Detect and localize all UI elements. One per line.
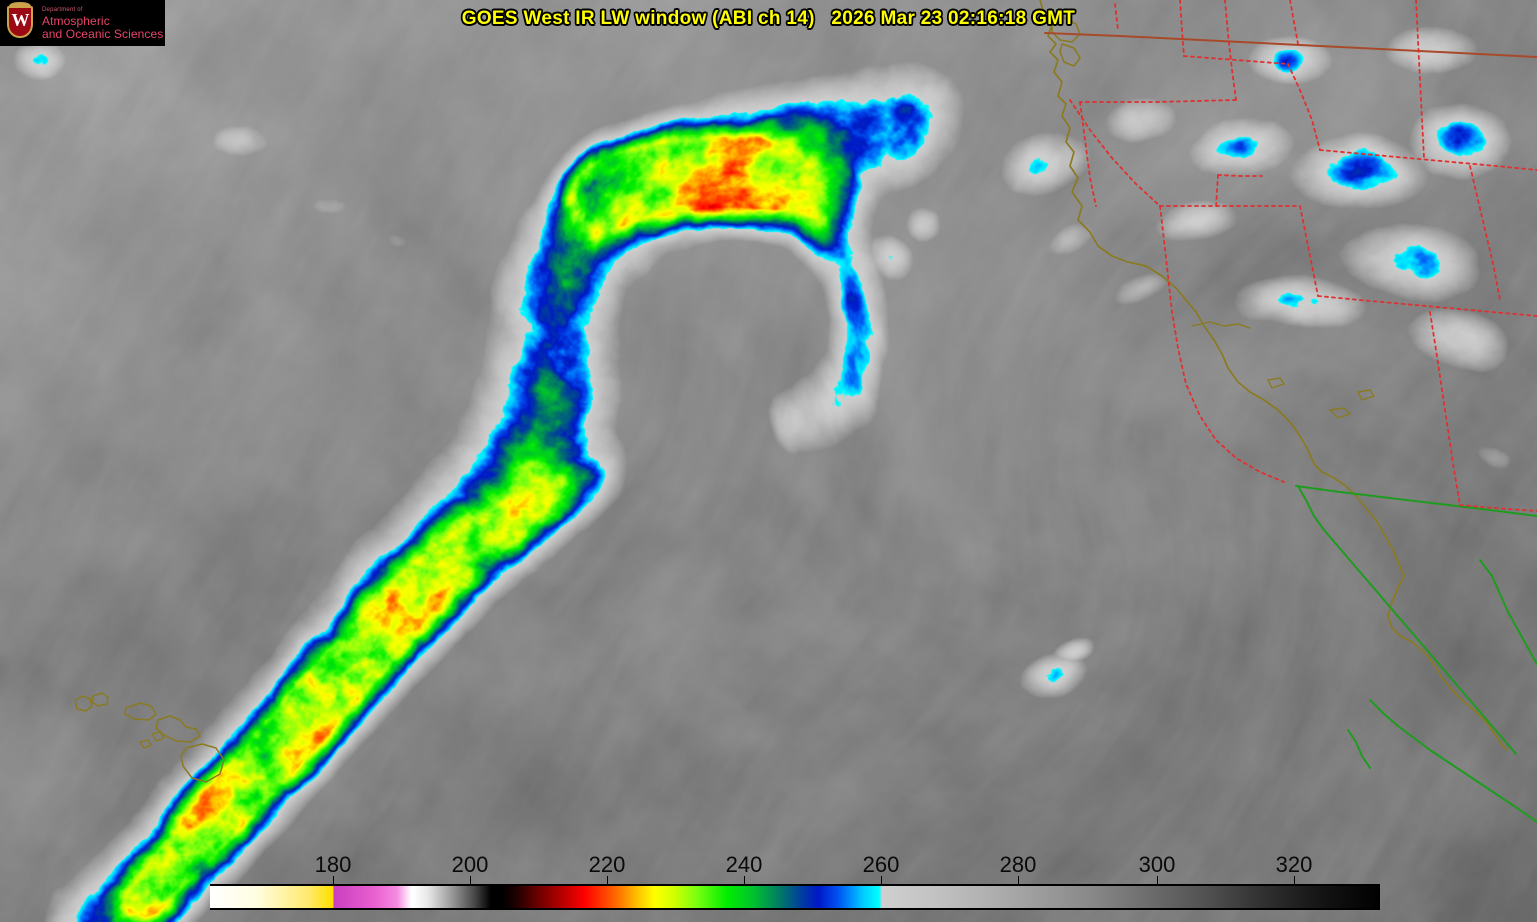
logo-text-block: Department of Atmospheric and Oceanic Sc… [42,7,163,40]
logo-line-1: Atmospheric [42,13,110,28]
uw-crest-icon: W [3,2,37,44]
logo-department-line: Department of [42,6,83,13]
logo-line-2: and Oceanic Sciences [42,26,164,41]
uw-aos-logo-badge: W Department of Atmospheric and Oceanic … [0,0,165,46]
crest-letter: W [11,10,30,30]
